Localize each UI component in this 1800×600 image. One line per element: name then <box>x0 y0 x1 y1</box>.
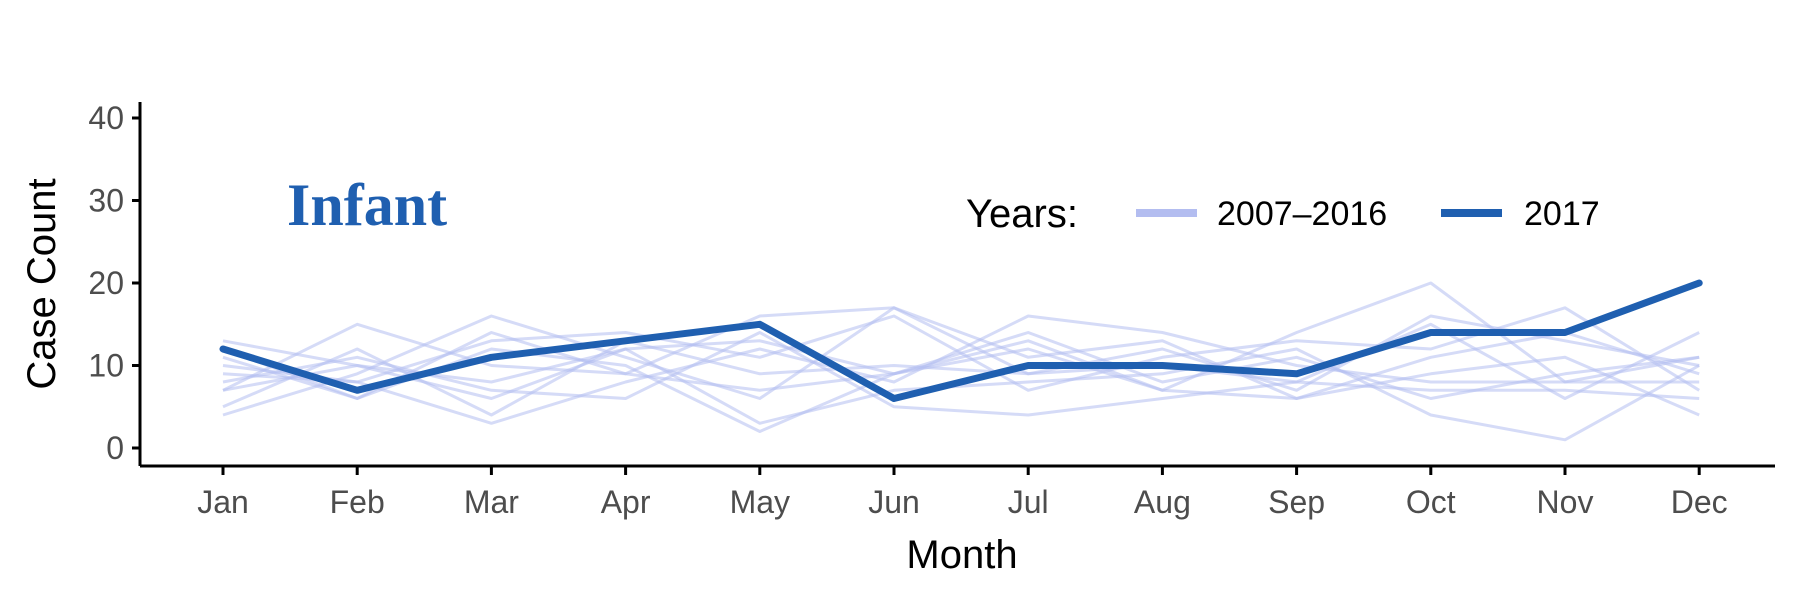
y-tick-label-40: 40 <box>88 100 124 136</box>
y-tick-label-20: 20 <box>88 265 124 301</box>
y-tick-label-30: 30 <box>88 183 124 219</box>
history-series-line-5 <box>222 322 1700 417</box>
legend-label-history: 2007–2016 <box>1217 195 1387 233</box>
y-tick-label-0: 0 <box>106 430 124 466</box>
history-series-line-1 <box>222 281 1700 392</box>
history-series-line-9 <box>222 331 1700 417</box>
x-tick-label-aug: Aug <box>1134 484 1191 520</box>
panel-label: Infant <box>287 172 447 238</box>
history-series-line-7 <box>222 306 1700 392</box>
y-axis-title: Case Count <box>20 178 64 389</box>
x-tick-label-oct: Oct <box>1406 484 1456 520</box>
y-ticks: 0 10 20 30 40 <box>88 100 140 466</box>
history-series-line-4 <box>222 314 1700 425</box>
x-tick-label-nov: Nov <box>1537 484 1594 520</box>
legend-title: Years: <box>966 192 1078 236</box>
legend: Years: 2007–2016 2017 <box>966 192 1600 236</box>
series-line-2017 <box>219 279 1703 402</box>
x-axis-title: Month <box>906 533 1017 577</box>
x-ticks: Jan Feb Mar Apr May Jun Jul Aug Sep Oct Nov Dec <box>197 466 1728 520</box>
x-tick-label-jul: Jul <box>1008 484 1049 520</box>
x-tick-label-jun: Jun <box>868 484 920 520</box>
history-lines <box>222 281 1700 442</box>
history-series-line-8 <box>222 347 1700 442</box>
current-line <box>219 279 1703 402</box>
legend-label-current: 2017 <box>1524 195 1600 233</box>
history-series-line-10 <box>222 339 1700 417</box>
y-tick-label-10: 10 <box>88 348 124 384</box>
x-tick-label-mar: Mar <box>464 484 519 520</box>
x-tick-label-apr: Apr <box>601 484 651 520</box>
x-tick-label-may: May <box>730 484 790 520</box>
history-series-line-2 <box>222 306 1700 417</box>
x-tick-label-feb: Feb <box>330 484 385 520</box>
x-tick-label-dec: Dec <box>1671 484 1728 520</box>
x-tick-label-jan: Jan <box>197 484 249 520</box>
x-tick-label-sep: Sep <box>1268 484 1325 520</box>
